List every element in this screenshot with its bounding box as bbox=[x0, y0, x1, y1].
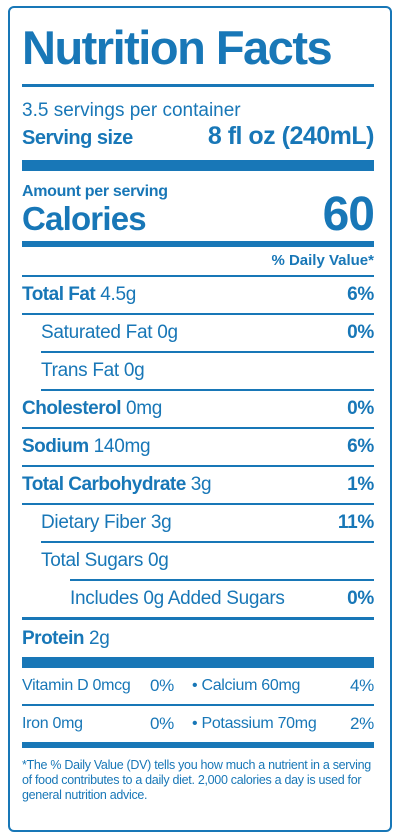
nutrient-name: Protein bbox=[22, 627, 84, 649]
nutrient-name: Total Fat bbox=[22, 284, 96, 305]
nutrient-name: Trans Fat bbox=[41, 360, 119, 381]
mineral-dv: 2% bbox=[350, 714, 374, 733]
label-title: Nutrition Facts bbox=[22, 21, 333, 74]
serving-size-row: Serving size 8 fl oz (240mL) bbox=[22, 122, 375, 150]
nutrient-name: Total Sugars bbox=[41, 550, 144, 571]
calories-value: 60 bbox=[322, 188, 375, 241]
nutrient-row-saturated-fat: Saturated Fat 0g 0% bbox=[41, 315, 374, 353]
label-content: Nutrition Facts 3.5 servings per contain… bbox=[22, 8, 375, 803]
nutrient-name: Sodium bbox=[22, 436, 89, 457]
mineral-name: • Potassium 70mg bbox=[192, 715, 317, 732]
vitamin-name: Iron 0mg bbox=[22, 715, 83, 732]
nutrient-row-protein: Protein 2g bbox=[22, 620, 374, 657]
nutrient-dv: 6% bbox=[347, 436, 374, 457]
nutrient-dv: 11% bbox=[337, 512, 374, 533]
nutrient-dv: 0% bbox=[347, 398, 374, 419]
nutrient-row-cholesterol: Cholesterol 0mg 0% bbox=[22, 391, 374, 429]
nutrient-name: Cholesterol bbox=[22, 398, 122, 419]
nutrient-dv: 0% bbox=[347, 322, 374, 343]
nutrient-amount: 0mg bbox=[126, 398, 163, 419]
vitamin-row: Vitamin D 0mcg 0% • Calcium 60mg 4% bbox=[22, 668, 374, 706]
nutrient-amount: 2g bbox=[88, 627, 110, 649]
nutrient-name: Includes 0g Added Sugars bbox=[70, 588, 285, 609]
nutrient-row-sodium: Sodium 140mg 6% bbox=[22, 429, 374, 467]
divider-medium bbox=[22, 241, 374, 247]
nutrient-name: Saturated Fat bbox=[41, 322, 153, 343]
divider-indented bbox=[70, 579, 374, 581]
nutrient-amount: 0g bbox=[157, 322, 178, 343]
nutrient-amount: 0g bbox=[123, 360, 145, 381]
calories-left: Amount per serving Calories bbox=[22, 183, 168, 237]
divider-thick bbox=[22, 160, 374, 171]
nutrient-row-total-carbohydrate: Total Carbohydrate 3g 1% bbox=[22, 467, 374, 505]
daily-value-header: % Daily Value* bbox=[22, 247, 374, 277]
nutrient-amount: 3g bbox=[150, 512, 172, 533]
vitamin-dv: 0% bbox=[150, 714, 174, 733]
nutrient-amount: 140mg bbox=[93, 436, 151, 457]
nutrient-row-added-sugars: Includes 0g Added Sugars 0% bbox=[70, 581, 374, 617]
serving-size-label: Serving size bbox=[22, 127, 133, 149]
nutrient-dv: 0% bbox=[347, 588, 374, 609]
nutrient-amount: 4.5g bbox=[100, 284, 137, 305]
mineral-name: • Calcium 60mg bbox=[192, 677, 301, 694]
servings-per-container: 3.5 servings per container bbox=[22, 100, 241, 121]
nutrient-row-total-fat: Total Fat 4.5g 6% bbox=[22, 277, 374, 315]
nutrient-row-dietary-fiber: Dietary Fiber 3g 11% bbox=[41, 505, 374, 543]
vitamin-name: Vitamin D 0mcg bbox=[22, 677, 131, 694]
daily-value-footnote: *The % Daily Value (DV) tells you how mu… bbox=[22, 758, 371, 802]
nutrient-dv: 6% bbox=[347, 284, 374, 305]
divider bbox=[22, 84, 374, 87]
nutrient-amount: 3g bbox=[190, 474, 212, 495]
nutrient-name: Dietary Fiber bbox=[41, 512, 146, 533]
amount-per-serving: Amount per serving bbox=[22, 183, 168, 200]
nutrient-name: Total Carbohydrate bbox=[22, 474, 186, 495]
divider-thick bbox=[22, 657, 374, 668]
nutrient-row-trans-fat: Trans Fat 0g bbox=[41, 353, 374, 391]
nutrient-row-total-sugars: Total Sugars 0g bbox=[41, 543, 374, 579]
calories-label: Calories bbox=[22, 200, 147, 237]
serving-size-value: 8 fl oz (240mL) bbox=[207, 122, 375, 150]
mineral-dv: 4% bbox=[350, 676, 374, 695]
vitamin-row: Iron 0mg 0% • Potassium 70mg 2% bbox=[22, 706, 374, 742]
nutrition-facts-label: Nutrition Facts 3.5 servings per contain… bbox=[8, 6, 392, 832]
nutrient-dv: 1% bbox=[347, 474, 374, 495]
calories-block: Amount per serving Calories 60 bbox=[22, 179, 375, 239]
vitamin-dv: 0% bbox=[150, 676, 174, 695]
divider bbox=[22, 617, 374, 620]
divider-medium bbox=[22, 742, 374, 748]
nutrient-amount: 0g bbox=[148, 550, 169, 571]
